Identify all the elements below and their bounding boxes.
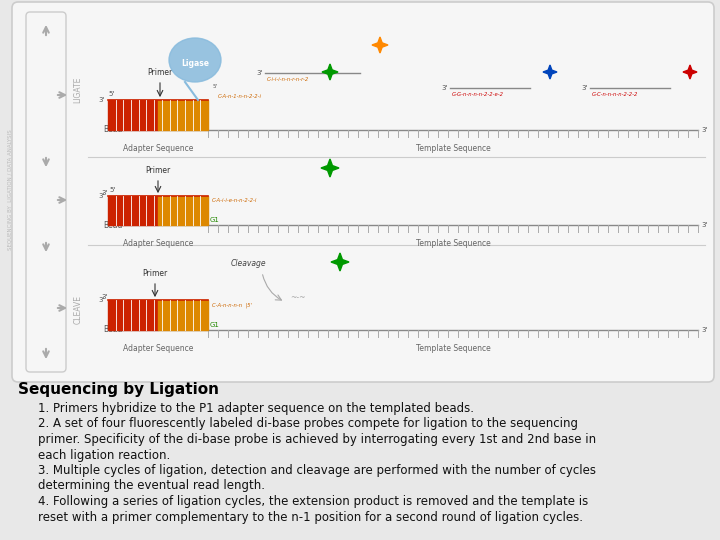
Polygon shape — [372, 37, 388, 53]
Text: Template Sequence: Template Sequence — [415, 344, 490, 353]
Text: Bead: Bead — [104, 326, 123, 334]
Text: Cleavage: Cleavage — [230, 259, 266, 268]
Bar — [108, 196, 158, 225]
Text: Adapter Sequence: Adapter Sequence — [123, 344, 193, 353]
Text: C-A-i-i-e-n-n-2-2-i: C-A-i-i-e-n-n-2-2-i — [212, 198, 257, 203]
Text: LIGATE: LIGATE — [73, 77, 83, 103]
FancyBboxPatch shape — [12, 2, 714, 382]
Text: 3': 3' — [99, 193, 105, 199]
Text: 5': 5' — [213, 84, 218, 89]
Text: 3. Multiple cycles of ligation, detection and cleavage are performed with the nu: 3. Multiple cycles of ligation, detectio… — [38, 464, 596, 477]
Bar — [158, 100, 208, 130]
Polygon shape — [543, 65, 557, 79]
Text: each ligation reaction.: each ligation reaction. — [38, 449, 170, 462]
Text: Template Sequence: Template Sequence — [415, 239, 490, 248]
Text: 3': 3' — [256, 70, 263, 76]
Text: Adapter Sequence: Adapter Sequence — [123, 144, 193, 153]
Bar — [158, 300, 208, 330]
Text: 2. A set of four fluorescently labeled di-base probes compete for ligation to th: 2. A set of four fluorescently labeled d… — [38, 417, 578, 430]
Polygon shape — [683, 65, 697, 79]
Text: G1: G1 — [210, 322, 220, 328]
Text: 4. Following a series of ligation cycles, the extension product is removed and t: 4. Following a series of ligation cycles… — [38, 495, 588, 508]
Text: 3': 3' — [99, 297, 105, 303]
Polygon shape — [322, 64, 338, 80]
Text: 3': 3' — [582, 85, 588, 91]
Text: C-A-n-n-n-n  |5': C-A-n-n-n-n |5' — [212, 302, 252, 307]
Text: 5': 5' — [109, 214, 115, 220]
Text: reset with a primer complementary to the n-1 position for a second round of liga: reset with a primer complementary to the… — [38, 510, 583, 523]
Bar — [108, 100, 158, 130]
Text: Primer: Primer — [145, 166, 171, 175]
Text: 5': 5' — [109, 187, 115, 193]
Text: Template Sequence: Template Sequence — [415, 144, 490, 153]
Text: G1: G1 — [210, 217, 220, 223]
Text: 3': 3' — [701, 327, 707, 333]
Text: Bead: Bead — [104, 125, 123, 134]
Text: Sequencing by Ligation: Sequencing by Ligation — [18, 382, 219, 397]
Text: 1. Primers hybridize to the P1 adapter sequence on the templated beads.: 1. Primers hybridize to the P1 adapter s… — [38, 402, 474, 415]
Text: G-C-n-n-n-n-2-2-2: G-C-n-n-n-n-2-2-2 — [592, 92, 639, 97]
Text: CLEAVE: CLEAVE — [73, 295, 83, 325]
Text: C-i-i-i-n-n-r-n-r-2: C-i-i-i-n-n-r-n-r-2 — [267, 77, 310, 82]
Text: Ligase: Ligase — [181, 59, 209, 69]
Text: 3': 3' — [102, 190, 108, 196]
Text: 5': 5' — [108, 91, 114, 97]
FancyBboxPatch shape — [26, 12, 66, 372]
Text: 3': 3' — [441, 85, 448, 91]
Text: G-G-n-n-n-n-2-2-e-2: G-G-n-n-n-n-2-2-e-2 — [452, 92, 504, 97]
Text: 3': 3' — [701, 222, 707, 228]
Text: 3': 3' — [99, 97, 105, 103]
Text: SEQUENCING BY  LIGATION / DATA ANALYSIS: SEQUENCING BY LIGATION / DATA ANALYSIS — [7, 130, 12, 251]
Ellipse shape — [169, 38, 221, 82]
Text: ~-~: ~-~ — [290, 294, 305, 302]
Text: primer. Specificity of the di-base probe is achieved by interrogating every 1st : primer. Specificity of the di-base probe… — [38, 433, 596, 446]
Polygon shape — [331, 253, 349, 271]
Text: Bead: Bead — [104, 220, 123, 230]
Text: 5': 5' — [109, 119, 115, 125]
Text: 5': 5' — [109, 319, 115, 325]
Bar — [108, 300, 158, 330]
Text: Primer: Primer — [143, 269, 168, 278]
Text: Primer: Primer — [148, 68, 173, 77]
Bar — [158, 196, 208, 225]
Text: C-A-n-1-n-n-2-2-i: C-A-n-1-n-n-2-2-i — [218, 93, 262, 98]
Text: determining the eventual read length.: determining the eventual read length. — [38, 480, 265, 492]
Text: 3': 3' — [102, 294, 108, 300]
Polygon shape — [321, 159, 339, 177]
Text: 3': 3' — [701, 127, 707, 133]
Text: Adapter Sequence: Adapter Sequence — [123, 239, 193, 248]
